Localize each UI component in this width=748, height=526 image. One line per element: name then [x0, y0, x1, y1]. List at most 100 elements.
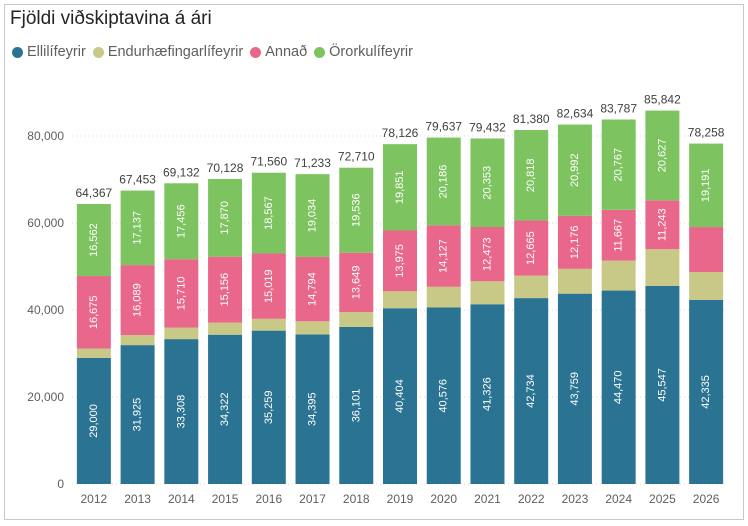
bar-3-2025[interactable] [645, 110, 680, 201]
x-tick-label-2016: 2016 [255, 492, 282, 506]
y-tick-label-0: 0 [57, 477, 64, 491]
total-label-2021: 79,432 [469, 120, 506, 134]
bar-1-2012[interactable] [76, 348, 111, 358]
bar-3-2015[interactable] [208, 178, 243, 257]
total-label-2026: 78,258 [688, 126, 725, 140]
bar-2-2020[interactable] [426, 225, 461, 287]
bar-1-2018[interactable] [339, 312, 374, 327]
bar-2-2023[interactable] [557, 215, 592, 269]
bar-0-2023[interactable] [557, 293, 592, 484]
bar-1-2023[interactable] [557, 268, 592, 294]
bar-1-2020[interactable] [426, 286, 461, 308]
x-tick-label-2019: 2019 [387, 492, 414, 506]
bar-2-2012[interactable] [76, 276, 111, 349]
bar-2-2022[interactable] [514, 220, 549, 276]
segment-label-3-2016: 18,567 [263, 196, 275, 230]
total-label-2014: 69,132 [163, 165, 200, 179]
bar-0-2022[interactable] [514, 298, 549, 484]
legend-dot-ellilifeyrir [12, 46, 23, 58]
bar-2-2014[interactable] [164, 259, 199, 328]
bar-3-2023[interactable] [557, 124, 592, 216]
segment-label-3-2019: 19,851 [394, 170, 406, 204]
bar-0-2016[interactable] [251, 330, 286, 484]
x-tick-label-2020: 2020 [430, 492, 457, 506]
bar-1-2016[interactable] [251, 318, 286, 331]
bar-1-2022[interactable] [514, 275, 549, 299]
segment-label-3-2013: 17,137 [132, 211, 144, 245]
segment-label-2-2024: 11,667 [613, 219, 625, 252]
bar-0-2017[interactable] [295, 334, 330, 484]
bar-2-2021[interactable] [470, 227, 505, 282]
bar-1-2024[interactable] [601, 260, 636, 291]
legend-item-ororkulifeyrir[interactable]: Örorkulífeyrir [314, 44, 413, 60]
bar-3-2024[interactable] [601, 119, 636, 210]
bar-1-2025[interactable] [645, 249, 680, 286]
legend-label-ellilifeyrir: Ellilífeyrir [27, 44, 86, 60]
bar-0-2012[interactable] [76, 357, 111, 484]
bar-0-2020[interactable] [426, 307, 461, 484]
bar-3-2012[interactable] [76, 204, 111, 277]
legend-dot-ororkulifeyrir [314, 46, 326, 58]
bar-1-2026[interactable] [689, 272, 724, 300]
bar-3-2013[interactable] [120, 190, 155, 266]
segment-label-0-2024: 44,470 [613, 370, 625, 404]
bar-3-2014[interactable] [164, 183, 199, 260]
bar-1-2019[interactable] [383, 291, 417, 309]
bar-1-2015[interactable] [208, 322, 243, 335]
bar-1-2021[interactable] [470, 281, 505, 305]
legend: Ellilífeyrir Endurhæfingarlífeyrir Annað… [12, 44, 420, 60]
total-label-2025: 85,842 [644, 93, 681, 107]
bar-2-2013[interactable] [120, 265, 155, 336]
legend-item-ellilifeyrir[interactable]: Ellilífeyrir [12, 44, 86, 60]
x-tick-label-2014: 2014 [168, 492, 195, 506]
total-label-2023: 82,634 [557, 107, 594, 121]
x-tick-label-2025: 2025 [649, 492, 676, 506]
bar-2-2026[interactable] [689, 227, 724, 273]
bar-3-2020[interactable] [426, 137, 461, 226]
segment-label-3-2021: 20,353 [481, 166, 493, 200]
bar-2-2016[interactable] [251, 253, 286, 319]
legend-label-annad: Annað [265, 44, 308, 60]
legend-item-annad[interactable]: Annað [250, 44, 307, 60]
y-tick-label-3: 60,000 [27, 216, 64, 230]
y-tick-label-4: 80,000 [27, 129, 64, 143]
bar-0-2021[interactable] [470, 304, 505, 484]
segment-label-2-2018: 13,649 [350, 266, 362, 300]
bar-2-2017[interactable] [295, 256, 330, 322]
bar-0-2024[interactable] [601, 290, 636, 484]
segment-label-3-2020: 20,186 [438, 165, 450, 199]
bar-1-2014[interactable] [164, 327, 199, 340]
bar-2-2025[interactable] [645, 200, 680, 250]
bar-2-2024[interactable] [601, 209, 636, 261]
segment-label-3-2026: 19,191 [700, 168, 712, 202]
bar-0-2026[interactable] [689, 299, 724, 484]
bar-0-2018[interactable] [339, 326, 374, 484]
bar-3-2019[interactable] [383, 144, 417, 231]
segment-label-2-2015: 15,156 [219, 273, 231, 307]
segment-label-3-2015: 17,870 [219, 201, 231, 235]
bar-2-2015[interactable] [208, 256, 243, 323]
bar-0-2025[interactable] [645, 285, 680, 484]
bar-3-2018[interactable] [339, 167, 374, 253]
total-label-2013: 67,453 [119, 173, 156, 187]
bar-2-2019[interactable] [383, 230, 417, 292]
bar-1-2013[interactable] [120, 335, 155, 346]
bar-3-2017[interactable] [295, 174, 330, 257]
x-tick-label-2024: 2024 [605, 492, 632, 506]
bar-3-2021[interactable] [470, 138, 505, 228]
bar-0-2014[interactable] [164, 339, 199, 484]
bar-0-2015[interactable] [208, 334, 243, 484]
x-tick-label-2017: 2017 [299, 492, 326, 506]
bar-3-2026[interactable] [689, 143, 724, 228]
bar-0-2013[interactable] [120, 345, 155, 484]
x-tick-label-2018: 2018 [343, 492, 370, 506]
legend-item-endurhaefingarlifeyrir[interactable]: Endurhæfingarlífeyrir [92, 44, 243, 60]
bar-1-2017[interactable] [295, 321, 330, 335]
bar-0-2019[interactable] [383, 308, 417, 484]
bar-3-2016[interactable] [251, 172, 286, 254]
segment-label-0-2015: 34,322 [219, 393, 231, 427]
segment-label-3-2023: 20,992 [569, 153, 581, 187]
bar-3-2022[interactable] [514, 129, 549, 221]
bar-2-2018[interactable] [339, 252, 374, 313]
x-tick-label-2023: 2023 [562, 492, 589, 506]
